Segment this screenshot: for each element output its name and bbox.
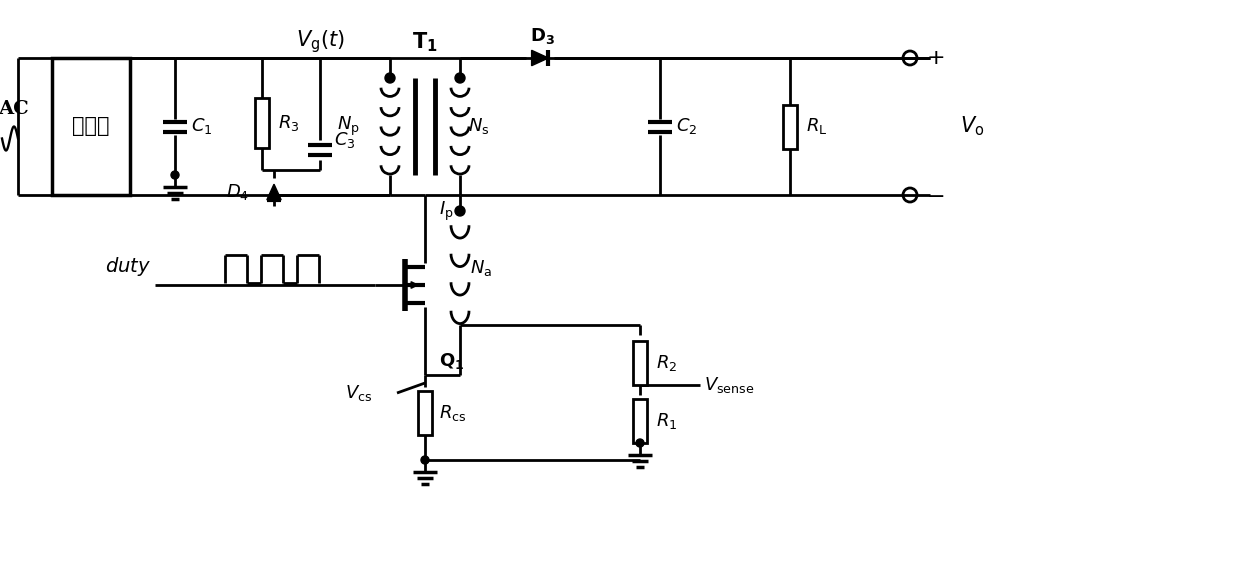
Circle shape bbox=[171, 171, 179, 179]
Text: 整流桥: 整流桥 bbox=[72, 116, 110, 137]
Text: $R_{\mathsf{cs}}$: $R_{\mathsf{cs}}$ bbox=[439, 403, 466, 423]
Bar bbox=[632, 399, 647, 443]
Text: $V_{\mathsf{g}}(t)$: $V_{\mathsf{g}}(t)$ bbox=[295, 29, 345, 55]
Text: $R_3$: $R_3$ bbox=[278, 113, 299, 133]
Bar bbox=[418, 391, 432, 435]
Text: $N_{\mathsf{p}}$: $N_{\mathsf{p}}$ bbox=[336, 115, 360, 138]
Text: $\mathbf{D_3}$: $\mathbf{D_3}$ bbox=[529, 26, 554, 46]
Polygon shape bbox=[532, 50, 548, 66]
Text: $\it{duty}$: $\it{duty}$ bbox=[105, 255, 151, 279]
Circle shape bbox=[455, 206, 465, 216]
Polygon shape bbox=[267, 184, 281, 200]
Text: AC: AC bbox=[0, 100, 29, 118]
Bar bbox=[52, 58, 130, 195]
Circle shape bbox=[422, 456, 429, 464]
Text: $I_{\mathsf{p}}$: $I_{\mathsf{p}}$ bbox=[439, 200, 454, 222]
Text: $\mathbf{T_1}$: $\mathbf{T_1}$ bbox=[412, 30, 438, 54]
Text: $R_{\mathsf{L}}$: $R_{\mathsf{L}}$ bbox=[806, 116, 827, 137]
Text: $C_3$: $C_3$ bbox=[334, 130, 356, 150]
Text: $V_{\mathsf{o}}$: $V_{\mathsf{o}}$ bbox=[960, 115, 985, 139]
Text: $-$: $-$ bbox=[926, 185, 945, 205]
Text: $\mathbf{Q_1}$: $\mathbf{Q_1}$ bbox=[439, 351, 464, 371]
Text: $N_{\mathsf{a}}$: $N_{\mathsf{a}}$ bbox=[470, 258, 492, 278]
Text: $C_1$: $C_1$ bbox=[191, 116, 212, 137]
Text: $R_1$: $R_1$ bbox=[656, 411, 677, 431]
Circle shape bbox=[636, 439, 644, 447]
Text: $+$: $+$ bbox=[926, 48, 944, 68]
Bar bbox=[255, 98, 269, 148]
Text: $C_2$: $C_2$ bbox=[676, 116, 697, 137]
Circle shape bbox=[384, 73, 396, 83]
Text: $V_{\mathsf{cs}}$: $V_{\mathsf{cs}}$ bbox=[345, 383, 372, 403]
Text: $V_{\mathsf{sense}}$: $V_{\mathsf{sense}}$ bbox=[704, 375, 754, 395]
Text: $D_4$: $D_4$ bbox=[226, 182, 249, 202]
Text: $R_2$: $R_2$ bbox=[656, 353, 677, 373]
Bar bbox=[632, 341, 647, 385]
Bar bbox=[782, 105, 797, 148]
Text: $N_{\mathsf{s}}$: $N_{\mathsf{s}}$ bbox=[467, 116, 490, 137]
Circle shape bbox=[455, 73, 465, 83]
